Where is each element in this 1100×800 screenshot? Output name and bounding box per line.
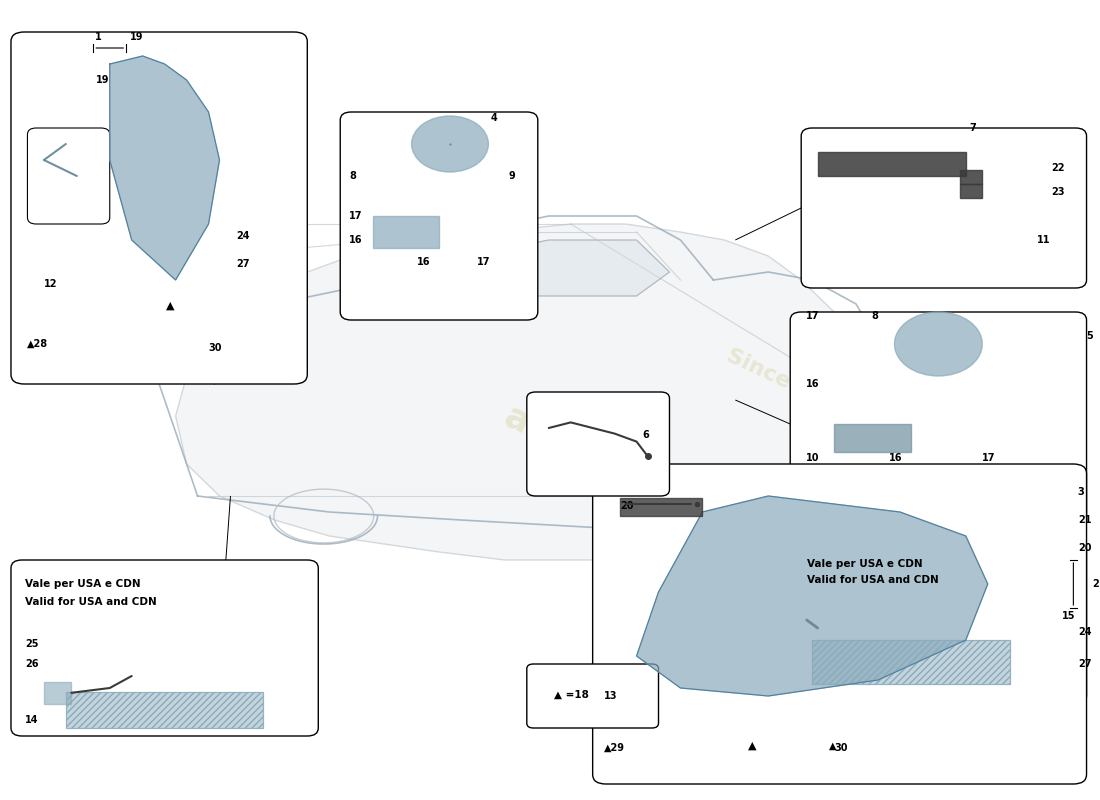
- Text: 13: 13: [604, 691, 617, 701]
- Text: 17: 17: [477, 258, 491, 267]
- Text: 1: 1: [96, 31, 102, 42]
- Polygon shape: [812, 640, 1010, 684]
- Text: 17: 17: [805, 311, 820, 321]
- Circle shape: [411, 116, 488, 172]
- FancyBboxPatch shape: [28, 128, 110, 224]
- Text: ▲: ▲: [166, 301, 175, 310]
- Polygon shape: [817, 152, 966, 176]
- Polygon shape: [960, 184, 982, 198]
- Text: 8: 8: [871, 311, 878, 321]
- FancyBboxPatch shape: [790, 312, 1087, 528]
- Text: 24: 24: [1078, 627, 1091, 637]
- Text: 6: 6: [642, 430, 649, 440]
- Text: 27: 27: [236, 259, 250, 269]
- FancyBboxPatch shape: [340, 112, 538, 320]
- FancyBboxPatch shape: [790, 544, 1087, 704]
- Text: Valid for USA and CDN: Valid for USA and CDN: [806, 575, 938, 585]
- Polygon shape: [637, 496, 988, 696]
- Text: 12: 12: [44, 279, 57, 289]
- Text: 11: 11: [1037, 235, 1050, 245]
- Text: 19: 19: [130, 31, 143, 42]
- Text: 9: 9: [508, 171, 515, 181]
- Text: Valid for USA and CDN: Valid for USA and CDN: [25, 597, 157, 606]
- Text: 10: 10: [805, 453, 820, 462]
- Text: 22: 22: [1052, 163, 1065, 173]
- Text: ▲ =18: ▲ =18: [554, 690, 590, 699]
- Text: a passion for parts: a passion for parts: [499, 399, 861, 593]
- Text: 2: 2: [1092, 579, 1099, 589]
- Circle shape: [894, 312, 982, 376]
- Polygon shape: [834, 424, 911, 452]
- Text: 4: 4: [491, 114, 497, 123]
- FancyBboxPatch shape: [527, 392, 670, 496]
- Text: 25: 25: [25, 639, 39, 649]
- Text: Vale per USA e CDN: Vale per USA e CDN: [806, 559, 922, 569]
- Polygon shape: [66, 692, 263, 728]
- FancyBboxPatch shape: [527, 664, 659, 728]
- Text: 30: 30: [209, 343, 222, 353]
- Text: 21: 21: [1078, 515, 1091, 525]
- Text: 23: 23: [1052, 187, 1065, 197]
- Polygon shape: [373, 216, 439, 248]
- Text: 16: 16: [805, 379, 820, 389]
- Text: 27: 27: [1078, 659, 1091, 669]
- Polygon shape: [110, 56, 220, 280]
- FancyBboxPatch shape: [11, 32, 307, 384]
- Text: ▲29: ▲29: [604, 743, 625, 753]
- Text: 19: 19: [97, 75, 110, 85]
- Text: Vale per USA e CDN: Vale per USA e CDN: [25, 579, 141, 589]
- Text: 20: 20: [1078, 543, 1091, 553]
- Text: 7: 7: [969, 123, 976, 133]
- Polygon shape: [439, 240, 670, 296]
- Polygon shape: [620, 498, 703, 516]
- Text: 17: 17: [982, 453, 996, 462]
- Text: Since 1965: Since 1965: [724, 346, 857, 422]
- FancyBboxPatch shape: [11, 560, 318, 736]
- FancyBboxPatch shape: [801, 128, 1087, 288]
- Text: 15: 15: [1063, 611, 1076, 621]
- Text: ▲28: ▲28: [28, 339, 48, 349]
- Text: 17: 17: [349, 211, 363, 221]
- Text: ▲: ▲: [828, 741, 836, 750]
- Polygon shape: [44, 682, 72, 704]
- Polygon shape: [176, 224, 911, 560]
- Text: 20: 20: [620, 501, 634, 510]
- Text: 16: 16: [349, 235, 363, 245]
- Text: 30: 30: [834, 743, 848, 753]
- Text: ▲: ▲: [748, 741, 756, 750]
- Text: 26: 26: [25, 659, 39, 669]
- Text: 3: 3: [1078, 487, 1085, 497]
- Text: 5: 5: [1087, 331, 1093, 341]
- Text: 16: 16: [889, 453, 902, 462]
- Text: 14: 14: [25, 715, 39, 725]
- Text: 8: 8: [349, 171, 356, 181]
- Polygon shape: [960, 170, 982, 184]
- Text: 24: 24: [236, 231, 250, 241]
- FancyBboxPatch shape: [593, 464, 1087, 784]
- Text: 16: 16: [417, 258, 430, 267]
